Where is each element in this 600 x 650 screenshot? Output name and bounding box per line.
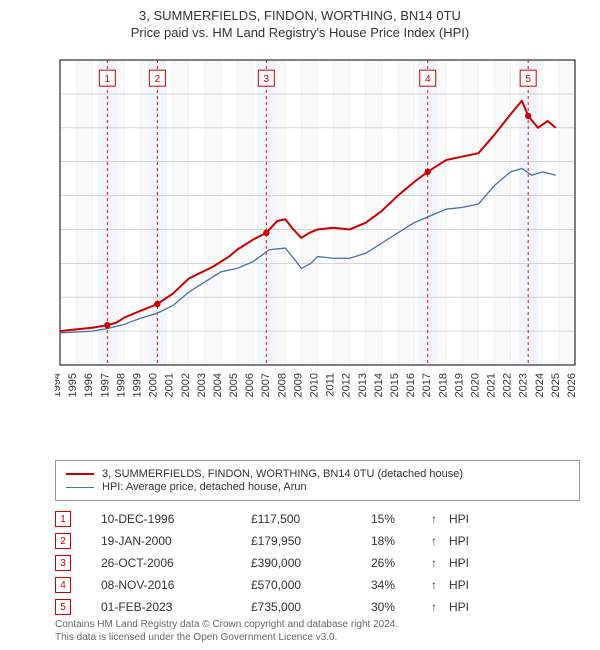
footer: Contains HM Land Registry data © Crown c… — [55, 618, 580, 644]
svg-text:2003: 2003 — [196, 373, 208, 397]
svg-text:2000: 2000 — [148, 373, 160, 397]
svg-text:1997: 1997 — [99, 373, 111, 397]
sales-row: 4 08-NOV-2016£570,00034%↑HPI — [55, 574, 580, 596]
svg-text:2019: 2019 — [453, 373, 465, 397]
sale-hpi-label: HPI — [449, 578, 469, 592]
sale-date: 01-FEB-2023 — [101, 600, 251, 614]
svg-text:3: 3 — [264, 74, 270, 85]
sale-hpi-label: HPI — [449, 512, 469, 526]
svg-text:4: 4 — [425, 74, 431, 85]
sale-date: 08-NOV-2016 — [101, 578, 251, 592]
svg-text:2012: 2012 — [341, 373, 353, 397]
legend-swatch — [66, 473, 94, 475]
sales-row: 5 01-FEB-2023£735,00030%↑HPI — [55, 596, 580, 618]
svg-text:1999: 1999 — [131, 373, 143, 397]
sale-hpi-label: HPI — [449, 534, 469, 548]
svg-text:2010: 2010 — [309, 373, 321, 397]
sale-pct: 26% — [371, 556, 431, 570]
sale-marker-box: 5 — [55, 599, 71, 615]
svg-text:1: 1 — [105, 74, 111, 85]
svg-text:2014: 2014 — [373, 373, 385, 397]
sale-hpi-label: HPI — [449, 556, 469, 570]
footer-line2: This data is licensed under the Open Gov… — [55, 631, 580, 644]
svg-text:2025: 2025 — [550, 373, 562, 397]
sale-price: £390,000 — [251, 556, 371, 570]
sales-row: 2 19-JAN-2000£179,95018%↑HPI — [55, 530, 580, 552]
svg-text:2015: 2015 — [389, 373, 401, 397]
svg-text:2023: 2023 — [518, 373, 530, 397]
footer-line1: Contains HM Land Registry data © Crown c… — [55, 618, 580, 631]
sale-marker-box: 4 — [55, 577, 71, 593]
chart-area: £0£100K£200K£300K£400K£500K£600K£700K£80… — [55, 55, 580, 415]
sale-date: 19-JAN-2000 — [101, 534, 251, 548]
sales-table: 110-DEC-1996£117,50015%↑HPI219-JAN-2000£… — [55, 508, 580, 618]
legend-label: 3, SUMMERFIELDS, FINDON, WORTHING, BN14 … — [102, 468, 463, 480]
sale-pct: 15% — [371, 512, 431, 526]
sale-price: £735,000 — [251, 600, 371, 614]
svg-text:5: 5 — [525, 74, 531, 85]
legend: 3, SUMMERFIELDS, FINDON, WORTHING, BN14 … — [55, 460, 580, 501]
sale-price: £117,500 — [251, 512, 371, 526]
chart-title: 3, SUMMERFIELDS, FINDON, WORTHING, BN14 … — [0, 0, 600, 40]
arrow-up-icon: ↑ — [431, 578, 449, 592]
legend-item: 3, SUMMERFIELDS, FINDON, WORTHING, BN14 … — [66, 468, 569, 480]
sale-price: £179,950 — [251, 534, 371, 548]
svg-text:2: 2 — [155, 74, 161, 85]
svg-text:2020: 2020 — [469, 373, 481, 397]
svg-text:1994: 1994 — [55, 373, 63, 397]
svg-text:2007: 2007 — [260, 373, 272, 397]
title-line2: Price paid vs. HM Land Registry's House … — [0, 25, 600, 40]
svg-text:1998: 1998 — [115, 373, 127, 397]
svg-text:2017: 2017 — [421, 373, 433, 397]
svg-text:1996: 1996 — [83, 373, 95, 397]
sale-price: £570,000 — [251, 578, 371, 592]
svg-text:2006: 2006 — [244, 373, 256, 397]
svg-text:1995: 1995 — [67, 373, 79, 397]
svg-text:2016: 2016 — [405, 373, 417, 397]
arrow-up-icon: ↑ — [431, 534, 449, 548]
svg-text:2004: 2004 — [212, 373, 224, 397]
svg-text:2002: 2002 — [180, 373, 192, 397]
sales-row: 3 26-OCT-2006£390,00026%↑HPI — [55, 552, 580, 574]
sale-hpi-label: HPI — [449, 600, 469, 614]
sale-pct: 30% — [371, 600, 431, 614]
sale-date: 26-OCT-2006 — [101, 556, 251, 570]
sale-pct: 18% — [371, 534, 431, 548]
svg-text:2013: 2013 — [357, 373, 369, 397]
sale-marker-box: 2 — [55, 533, 71, 549]
svg-text:2001: 2001 — [164, 373, 176, 397]
svg-text:2005: 2005 — [228, 373, 240, 397]
line-chart: £0£100K£200K£300K£400K£500K£600K£700K£80… — [55, 55, 580, 415]
legend-label: HPI: Average price, detached house, Arun — [102, 481, 307, 493]
legend-swatch — [66, 487, 94, 488]
svg-text:2021: 2021 — [486, 373, 498, 397]
svg-text:2024: 2024 — [534, 373, 546, 397]
svg-text:2026: 2026 — [566, 373, 578, 397]
svg-text:2009: 2009 — [292, 373, 304, 397]
svg-text:2008: 2008 — [276, 373, 288, 397]
sale-marker-box: 3 — [55, 555, 71, 571]
arrow-up-icon: ↑ — [431, 556, 449, 570]
sale-marker-box: 1 — [55, 511, 71, 527]
sales-row: 1 10-DEC-1996£117,50015%↑HPI — [55, 508, 580, 530]
arrow-up-icon: ↑ — [431, 512, 449, 526]
title-line1: 3, SUMMERFIELDS, FINDON, WORTHING, BN14 … — [0, 8, 600, 23]
svg-text:2011: 2011 — [325, 373, 337, 397]
legend-item: HPI: Average price, detached house, Arun — [66, 481, 569, 493]
svg-text:2018: 2018 — [437, 373, 449, 397]
sale-date: 10-DEC-1996 — [101, 512, 251, 526]
arrow-up-icon: ↑ — [431, 600, 449, 614]
svg-text:2022: 2022 — [502, 373, 514, 397]
sale-pct: 34% — [371, 578, 431, 592]
